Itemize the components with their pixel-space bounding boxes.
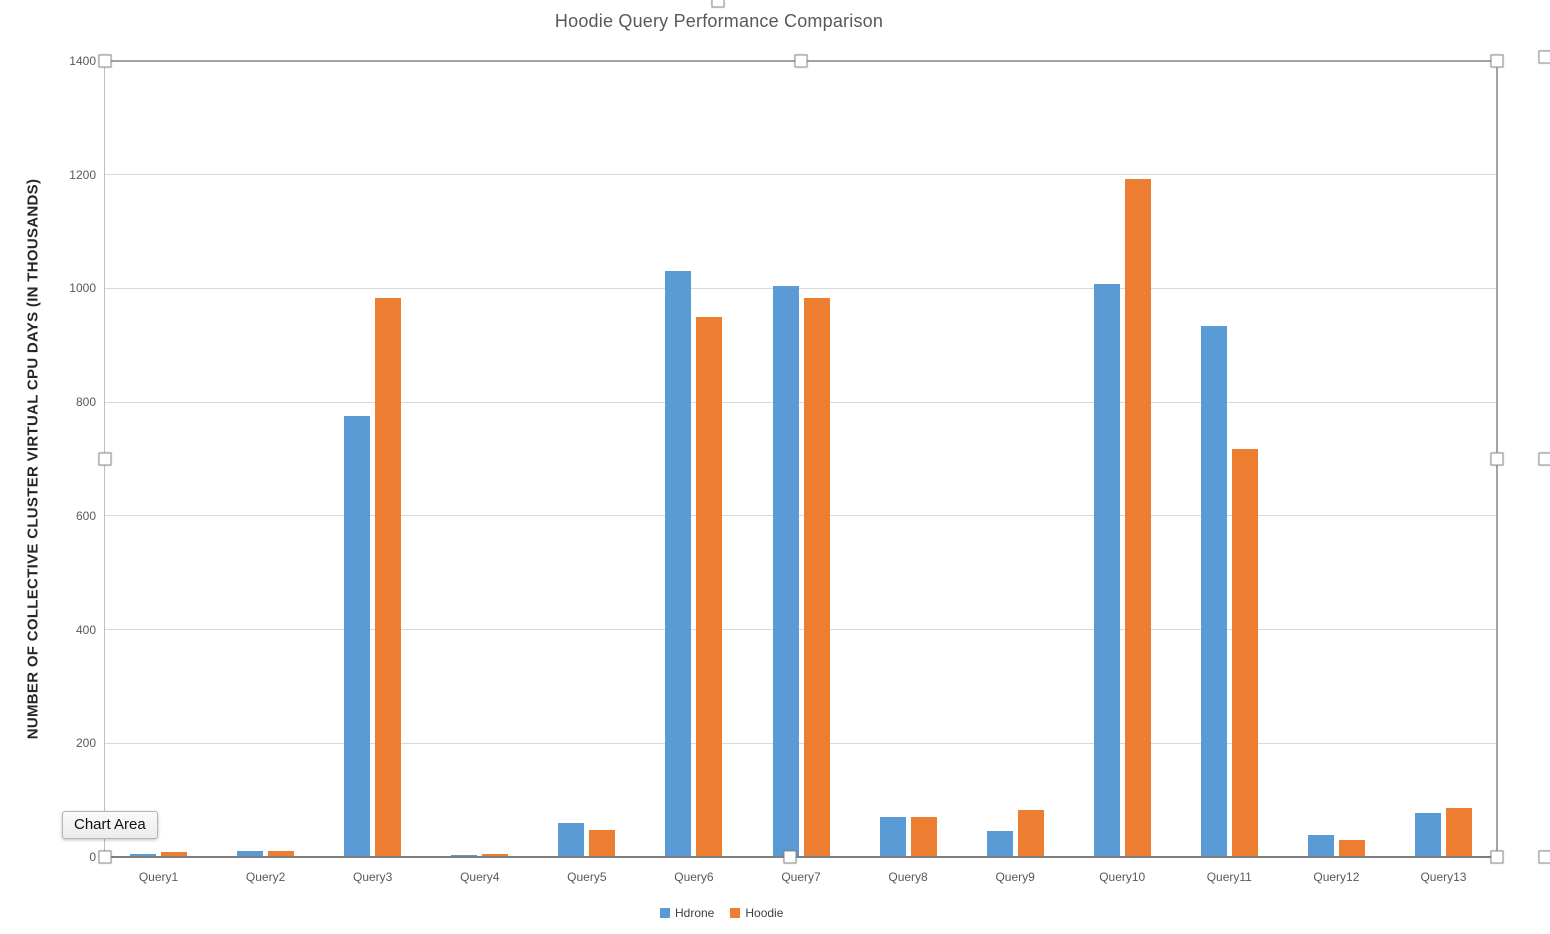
x-tick-label-query9[interactable]: Query9 xyxy=(995,870,1035,884)
bar-hdrone-query1[interactable] xyxy=(130,854,157,857)
selection-handle[interactable] xyxy=(794,54,808,68)
selection-handle[interactable] xyxy=(1538,850,1550,864)
bar-hdrone-query6[interactable] xyxy=(665,271,692,857)
x-tick-label-query13[interactable]: Query13 xyxy=(1420,870,1467,884)
y-tick-label-1400[interactable]: 1400 xyxy=(69,54,96,68)
selection-handle[interactable] xyxy=(1538,50,1550,64)
x-tick-label-query12[interactable]: Query12 xyxy=(1313,870,1360,884)
chart-title[interactable]: Hoodie Query Performance Comparison xyxy=(554,11,884,31)
x-axis-line xyxy=(104,856,1498,858)
bar-hoodie-query5[interactable] xyxy=(589,829,616,857)
gridline-800 xyxy=(105,401,1497,403)
bar-hoodie-query12[interactable] xyxy=(1338,839,1365,857)
chart-area-tooltip: Chart Area xyxy=(62,811,158,839)
bar-hoodie-query13[interactable] xyxy=(1445,808,1472,857)
y-tick-label-200[interactable]: 200 xyxy=(75,736,96,751)
gridline-1000 xyxy=(105,287,1497,289)
x-tick-label-query11[interactable]: Query11 xyxy=(1206,870,1252,884)
bar-hdrone-query8[interactable] xyxy=(879,817,906,857)
bar-hdrone-query3[interactable] xyxy=(344,416,371,857)
x-tick-label-query8[interactable]: Query8 xyxy=(888,870,928,884)
bar-hdrone-query5[interactable] xyxy=(558,822,585,857)
legend-item-hdrone[interactable]: Hdrone xyxy=(660,906,714,920)
x-tick-label-query7[interactable]: Query7 xyxy=(781,870,821,884)
x-tick-label-query1[interactable]: Query1 xyxy=(138,870,179,884)
bar-hdrone-query11[interactable] xyxy=(1200,325,1227,857)
chart-legend: Hdrone Hoodie xyxy=(660,906,783,920)
bar-hoodie-query8[interactable] xyxy=(910,817,937,857)
bar-hdrone-query13[interactable] xyxy=(1414,812,1441,857)
bar-hdrone-query2[interactable] xyxy=(237,851,264,857)
x-tick-label-query3[interactable]: Query3 xyxy=(353,870,393,884)
bar-hdrone-query7[interactable] xyxy=(772,286,799,857)
selection-handle[interactable] xyxy=(98,54,112,68)
bar-hdrone-query10[interactable] xyxy=(1093,283,1120,857)
x-tick-label-query5[interactable]: Query5 xyxy=(567,870,607,884)
gridline-400 xyxy=(105,629,1497,631)
gridline-1200 xyxy=(105,174,1497,176)
selection-handle[interactable] xyxy=(98,850,112,864)
bar-hoodie-query3[interactable] xyxy=(375,298,402,857)
legend-label-hdrone: Hdrone xyxy=(675,906,715,920)
bar-hoodie-query1[interactable] xyxy=(161,852,188,857)
selection-handle[interactable] xyxy=(1490,452,1504,466)
bar-hdrone-query4[interactable] xyxy=(451,854,478,857)
bar-hdrone-query12[interactable] xyxy=(1307,834,1334,857)
y-tick-label-1000[interactable]: 1000 xyxy=(69,281,96,296)
selection-handle[interactable] xyxy=(1490,850,1504,864)
x-tick-label-query2[interactable]: Query2 xyxy=(245,870,286,884)
y-tick-label-800[interactable]: 800 xyxy=(75,395,96,410)
bar-hoodie-query6[interactable] xyxy=(696,317,723,857)
selection-handle[interactable] xyxy=(1538,452,1550,466)
bar-hoodie-query11[interactable] xyxy=(1231,448,1258,857)
y-tick-label-0[interactable]: 0 xyxy=(89,850,96,864)
bar-hoodie-query4[interactable] xyxy=(482,854,509,857)
x-tick-label-query6[interactable]: Query6 xyxy=(674,870,714,884)
legend-swatch-hdrone-icon xyxy=(660,908,670,918)
y-tick-label-1200[interactable]: 1200 xyxy=(69,167,96,182)
x-tick-label-query4[interactable]: Query4 xyxy=(460,870,500,884)
selection-handle[interactable] xyxy=(98,452,112,466)
x-tick-label-query10[interactable]: Query10 xyxy=(1099,870,1146,884)
y-tick-label-600[interactable]: 600 xyxy=(75,508,96,523)
y-axis-title[interactable]: NUMBER OF COLLECTIVE CLUSTER VIRTUAL CPU… xyxy=(24,178,42,740)
bar-hoodie-query10[interactable] xyxy=(1124,178,1151,857)
selection-handle[interactable] xyxy=(1490,54,1504,68)
gridline-200 xyxy=(105,742,1497,744)
bar-hoodie-query7[interactable] xyxy=(803,298,830,857)
bar-hoodie-query9[interactable] xyxy=(1017,810,1044,857)
selection-handle[interactable] xyxy=(783,850,797,864)
gridline-600 xyxy=(105,515,1497,517)
legend-item-hoodie[interactable]: Hoodie xyxy=(730,906,783,920)
legend-swatch-hoodie-icon xyxy=(730,908,741,918)
y-tick-label-400[interactable]: 400 xyxy=(75,622,96,637)
legend-label-hoodie: Hoodie xyxy=(745,906,784,920)
bar-hoodie-query2[interactable] xyxy=(268,851,295,857)
selection-handle[interactable] xyxy=(711,0,725,8)
bar-hdrone-query9[interactable] xyxy=(986,831,1013,857)
